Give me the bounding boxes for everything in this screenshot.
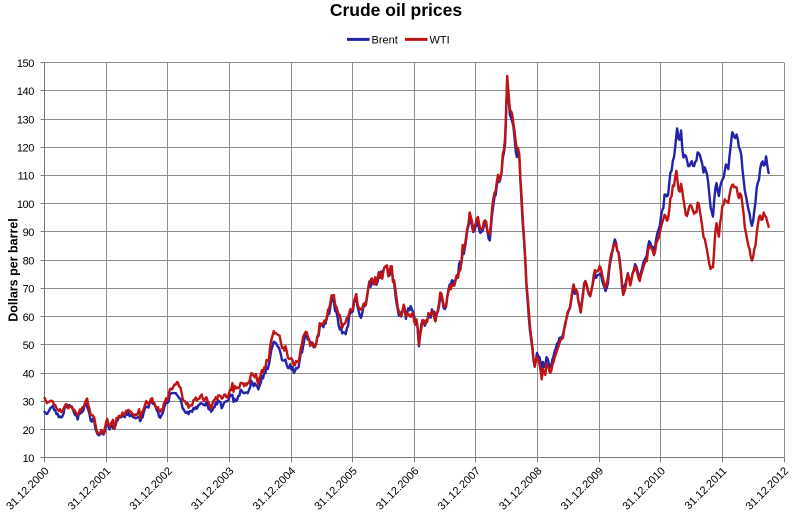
svg-text:WTI: WTI [430, 34, 450, 46]
svg-text:70: 70 [23, 284, 35, 296]
svg-text:140: 140 [17, 86, 34, 98]
svg-text:Crude oil prices: Crude oil prices [330, 0, 463, 20]
svg-text:50: 50 [23, 340, 35, 352]
svg-text:80: 80 [23, 255, 35, 267]
svg-text:150: 150 [17, 58, 34, 70]
svg-text:130: 130 [17, 114, 34, 126]
svg-text:90: 90 [23, 227, 35, 239]
svg-text:120: 120 [17, 143, 34, 155]
svg-text:60: 60 [23, 312, 35, 324]
svg-text:Brent: Brent [372, 34, 398, 46]
svg-text:40: 40 [23, 368, 35, 380]
svg-text:110: 110 [18, 171, 35, 183]
svg-text:100: 100 [17, 199, 34, 211]
svg-text:20: 20 [23, 425, 35, 437]
svg-text:30: 30 [23, 397, 35, 409]
svg-text:10: 10 [23, 453, 35, 465]
svg-text:Dollars per barrel: Dollars per barrel [7, 218, 21, 322]
